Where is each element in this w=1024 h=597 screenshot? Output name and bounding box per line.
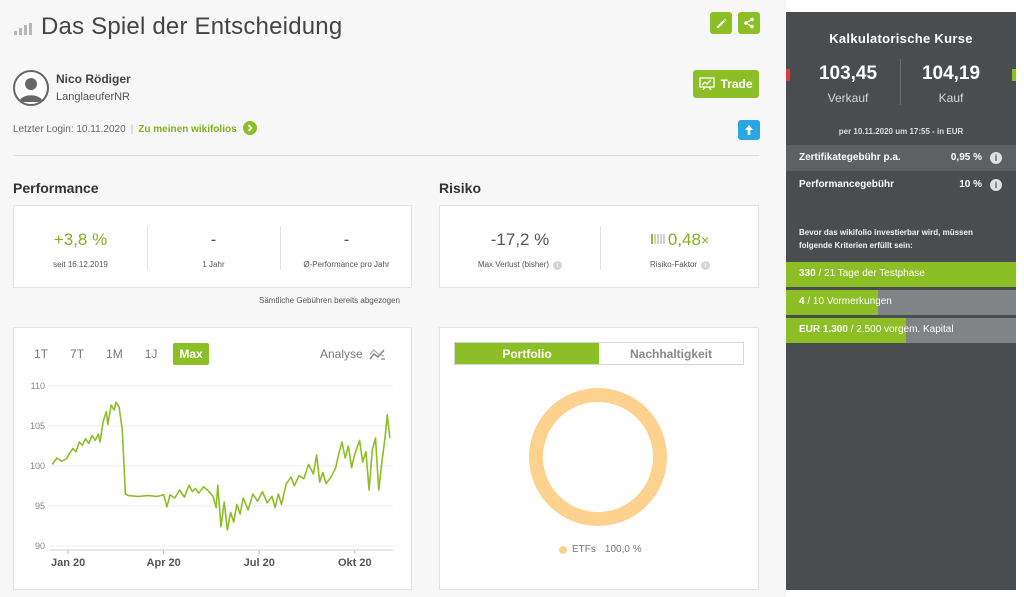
chart-bars-icon [14,23,32,35]
trade-button[interactable]: Trade [693,70,759,98]
edit-button[interactable] [710,12,732,34]
range-max[interactable]: Max [173,343,209,365]
criteria-row: 4 / 10 Vormerkungen [786,290,1016,315]
y-tick-label: 90 [35,541,45,551]
trade-chart-icon [699,77,716,91]
fee-row-performance: Performancegebühr 10 % i [786,172,1016,198]
range-1j[interactable]: 1J [144,347,158,361]
portfolio-card [439,327,759,590]
buy-label: Kauf [938,91,964,105]
y-tick-label: 95 [35,501,45,511]
criteria-progress [786,290,878,315]
buy-indicator [1012,69,1016,81]
stat-value: -17,2 % [490,230,550,249]
risk-title: Risiko [439,180,482,196]
share-button[interactable] [738,12,760,34]
scroll-up-button[interactable] [738,120,760,140]
fee-label: Performancegebühr [799,179,895,190]
price-timestamp: per 10.11.2020 um 17:55 - in EUR [838,127,964,136]
criteria-note: Bevor das wikifolio investierbar wird, m… [799,228,973,250]
share-icon [744,17,754,29]
range-1m[interactable]: 1M [106,347,123,361]
stat-max-loss: -17,2 % Max Verlust (bisher) i [440,206,600,289]
range-1t[interactable]: 1T [34,347,49,361]
x-tick-label: Jan 20 [51,557,85,569]
analysis-chart-icon [369,348,385,360]
tab-sustainability[interactable]: Nachhaltigkeit [599,343,743,364]
criteria-row: 330 / 21 Tage der Testphase [786,262,1016,287]
fee-note: Sämtliche Gebühren bereits abgezogen [259,296,400,305]
x-tick-label: Okt 20 [338,557,372,569]
sell-label: Verkauf [827,91,869,105]
wikifolios-link[interactable]: Zu meinen wikifolios [138,124,237,135]
trade-label: Trade [720,77,753,91]
sell-indicator [786,69,790,81]
stat-risk-factor: 0,48× Risiko-Faktor i [600,206,760,289]
y-tick-label: 110 [31,381,45,391]
stat-label: Ø-Performance pro Jahr [303,260,390,269]
price-panel-title: Kalkulatorische Kurse [829,31,973,46]
stat-label: Max Verlust (bisher) [477,260,550,269]
user-name[interactable]: Nico Rödiger [56,72,131,86]
pencil-icon [717,18,727,28]
tab-portfolio[interactable]: Portfolio [455,343,599,364]
stat-avg-per-year: - Ø-Performance pro Jahr [280,206,413,289]
y-tick-label: 100 [30,461,45,471]
stat-label: Risiko-Faktor [649,260,698,269]
stat-since-start: +3,8 % seit 16.12.2019 [14,206,147,289]
legend-dot-icon [559,545,567,554]
analyse-label: Analyse [320,347,363,361]
legend-value: 100,0 % [604,544,642,555]
analyse-button[interactable]: Analyse [320,347,386,361]
stat-value: - [343,230,350,249]
allocation-donut[interactable] [527,386,669,528]
info-icon[interactable]: i [553,261,563,270]
criteria-row: EUR 1.300 / 2.500 vorgem. Kapital [786,318,1016,343]
stat-value: +3,8 % [53,230,108,249]
stat-value: 0,48 [667,230,701,249]
stat-one-year: - 1 Jahr [147,206,280,289]
price-panel: Kalkulatorische Kurse 103,45 Verkauf 104… [786,12,1016,590]
performance-chart[interactable]: 110 105 100 95 90 Jan 20 Apr 20 Jul 20 Okt 20 [25,372,397,576]
performance-title: Performance [13,180,99,196]
info-icon[interactable]: i [990,179,1002,191]
info-icon[interactable]: i [701,261,711,270]
stat-label: seit 16.12.2019 [53,260,108,269]
fee-value: 10 % [959,179,982,190]
buy-price: 104,19 [921,63,981,84]
arrow-up-icon [745,125,753,135]
user-handle: LanglaeuferNR [56,91,130,103]
donut-legend: ETFs 100,0 % [559,544,642,555]
portfolio-tabs: Portfolio Nachhaltigkeit [454,342,744,365]
y-tick-label: 105 [30,421,45,431]
arrow-right-icon[interactable] [242,121,257,135]
fee-value: 0,95 % [950,152,982,163]
range-7t[interactable]: 7T [70,347,85,361]
last-login-text: Letzter Login: 10.11.2020 [13,124,126,135]
fee-row-certificate: Zertifikategebühr p.a. 0,95 % i [786,145,1016,171]
legend-label: ETFs [572,544,596,555]
risk-bars-icon [650,234,665,244]
x-tick-label: Jul 20 [244,557,275,569]
header-divider [13,155,759,156]
risk-card: -17,2 % Max Verlust (bisher) i 0,48× Risi… [439,205,759,288]
fee-label: Zertifikategebühr p.a. [799,152,901,163]
sell-price: 103,45 [818,63,878,84]
avatar[interactable] [13,70,49,106]
criteria-progress [786,318,906,343]
range-selector: 1T 7T 1M 1J Max [28,343,209,365]
x-tick-label: Apr 20 [147,557,181,569]
stat-value: - [210,230,217,249]
stat-label: 1 Jahr [202,260,225,269]
user-icon [19,78,43,102]
page-title: Das Spiel der Entscheidung [41,13,343,40]
last-login-line: Letzter Login: 10.11.2020 | Zu meinen wiki… [13,121,257,135]
stat-suffix: × [700,232,710,248]
series-line [51,401,391,531]
criteria-progress [786,262,1016,287]
donut-slice[interactable] [529,388,667,526]
performance-card: +3,8 % seit 16.12.2019 - 1 Jahr - Ø-Perf… [13,205,412,288]
info-icon[interactable]: i [990,152,1002,164]
